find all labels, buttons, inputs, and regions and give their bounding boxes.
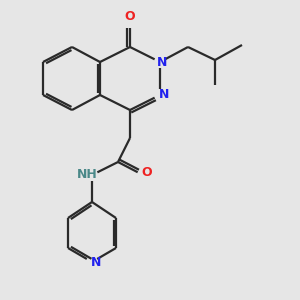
Text: N: N [157, 56, 167, 68]
Text: O: O [125, 11, 135, 23]
Text: O: O [142, 166, 152, 178]
Text: N: N [91, 256, 101, 268]
Text: N: N [159, 88, 169, 101]
Text: NH: NH [76, 169, 98, 182]
